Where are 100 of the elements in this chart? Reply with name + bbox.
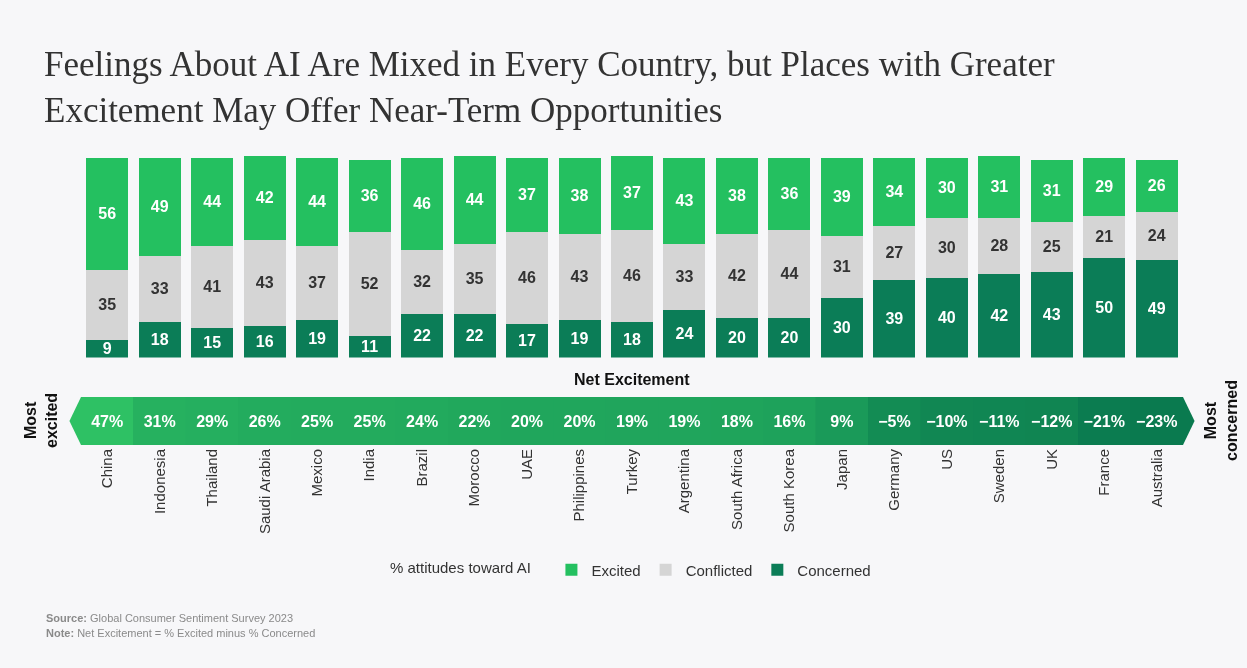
bar xyxy=(558,233,601,320)
data-label: 20% xyxy=(563,412,596,430)
bar xyxy=(138,255,181,322)
x-tick-label: Saudi Arabia xyxy=(255,448,273,535)
data-label: 39 xyxy=(885,310,904,328)
bar xyxy=(348,159,391,232)
bar xyxy=(296,158,339,246)
bar xyxy=(506,158,549,232)
bar xyxy=(978,156,1021,218)
x-tick-label: Indonesia xyxy=(150,448,168,515)
data-label: 35 xyxy=(465,270,484,288)
data-label: 38 xyxy=(728,187,746,205)
bar xyxy=(873,279,916,358)
legend-title: % attitudes toward AI xyxy=(390,559,544,576)
data-label: 9% xyxy=(830,412,854,430)
bar xyxy=(715,233,758,318)
x-tick-label: Morocco xyxy=(465,449,483,507)
bar xyxy=(1083,215,1126,258)
data-label: 29% xyxy=(196,412,229,430)
data-label: 38 xyxy=(570,187,589,205)
bar xyxy=(296,245,339,320)
bar xyxy=(873,225,916,280)
bar xyxy=(1083,158,1126,216)
data-label: 44 xyxy=(465,191,484,209)
data-label: 37 xyxy=(623,184,641,202)
bar xyxy=(820,158,863,236)
data-label: 29 xyxy=(1095,178,1114,196)
x-tick-label: Mexico xyxy=(308,449,326,497)
data-label: 24 xyxy=(1147,227,1166,245)
data-label: 11 xyxy=(361,338,379,356)
data-label: 17 xyxy=(518,332,536,350)
data-label: 25% xyxy=(353,412,386,430)
data-label: 31% xyxy=(143,412,176,430)
bar xyxy=(138,158,181,256)
data-label: −5% xyxy=(878,412,911,430)
data-label: 44 xyxy=(203,193,222,211)
bar xyxy=(768,229,811,318)
data-label: 18 xyxy=(623,331,641,349)
bar xyxy=(348,231,391,336)
data-label: 22% xyxy=(458,412,491,430)
bar xyxy=(925,217,968,278)
data-label: 31 xyxy=(832,258,851,276)
data-label: 26% xyxy=(248,412,281,430)
chart-title: Feelings About AI Are Mixed in Every Country, but Places with Greater Excitement May Offer Near-Term Opportunities xyxy=(44,45,1055,130)
data-label: 34 xyxy=(885,183,904,201)
x-tick-label: Australia xyxy=(1147,448,1165,508)
data-label: 35 xyxy=(98,296,117,314)
data-label: 46 xyxy=(413,195,432,213)
data-label: 43 xyxy=(255,274,274,292)
x-tick-label: Brazil xyxy=(412,449,430,487)
data-label: 46 xyxy=(623,267,641,285)
bar xyxy=(611,229,653,322)
data-label: 33 xyxy=(150,280,169,298)
x-tick-label: US xyxy=(937,449,955,470)
data-label: 39 xyxy=(832,188,851,206)
bar xyxy=(663,158,706,244)
data-label: 31 xyxy=(990,178,1009,196)
x-tick-label: Japan xyxy=(832,449,850,490)
legend-label: Excited xyxy=(591,561,641,579)
x-tick-label: Sweden xyxy=(990,449,1008,504)
data-label: −21% xyxy=(1083,412,1125,430)
data-label: 16 xyxy=(255,333,274,351)
data-label: 9 xyxy=(102,340,112,358)
data-label: 40 xyxy=(937,309,956,327)
data-label: 22 xyxy=(465,327,484,345)
bar xyxy=(506,323,549,358)
bar xyxy=(1083,257,1126,358)
bar xyxy=(925,277,968,358)
data-label: 50 xyxy=(1095,299,1114,317)
x-tick-label: Thailand xyxy=(203,449,221,507)
text: Most concerned xyxy=(1202,380,1240,461)
data-label: 25 xyxy=(1042,238,1061,256)
x-tick-label: Germany xyxy=(885,448,903,511)
data-label: 32 xyxy=(413,273,432,291)
bar xyxy=(978,217,1021,274)
legend-label: Conflicted xyxy=(685,561,753,579)
data-label: 42 xyxy=(255,189,274,207)
bar xyxy=(1030,159,1073,222)
data-label: 43 xyxy=(570,268,589,286)
data-label: 15 xyxy=(203,334,222,352)
data-label: −10% xyxy=(926,412,968,430)
bar xyxy=(558,158,601,234)
bar xyxy=(243,239,286,326)
x-tick-label: China xyxy=(98,448,116,489)
source-note: Source: Global Consumer Sentiment Survey 2023 xyxy=(46,612,294,624)
data-label: 20 xyxy=(780,329,799,347)
data-label: 30 xyxy=(937,179,956,197)
data-label: 19% xyxy=(615,412,649,430)
bar xyxy=(86,158,129,270)
bar xyxy=(768,158,811,230)
x-tick-label: France xyxy=(1095,449,1113,496)
bar xyxy=(663,243,706,310)
x-tick-label: Philippines xyxy=(570,449,588,522)
data-label: 20% xyxy=(511,412,544,430)
bar xyxy=(401,313,444,358)
x-tick-label: UAE xyxy=(517,449,535,480)
bar xyxy=(401,158,444,250)
data-label: 43 xyxy=(1042,306,1061,324)
data-label: 19 xyxy=(308,330,327,348)
data-label: 21 xyxy=(1095,228,1114,246)
